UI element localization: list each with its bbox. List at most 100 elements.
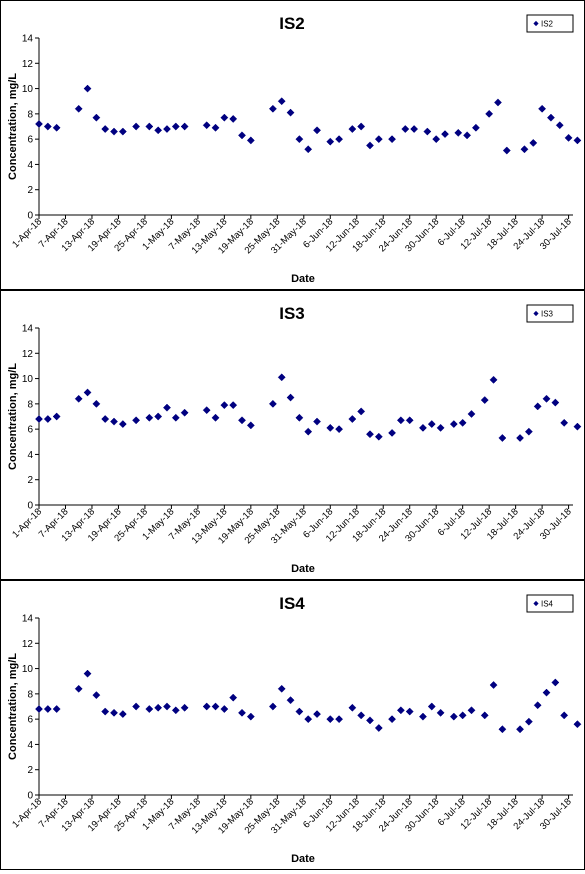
- data-point: [326, 715, 335, 724]
- data-point: [74, 684, 83, 693]
- y-tick-label: 6: [27, 715, 33, 726]
- data-point: [418, 423, 427, 432]
- data-point: [238, 416, 246, 425]
- data-point: [171, 413, 180, 422]
- data-point: [35, 415, 43, 423]
- data-point: [551, 678, 560, 687]
- data-point: [211, 413, 220, 422]
- data-point: [163, 702, 171, 711]
- data-point: [436, 423, 445, 432]
- y-tick-label: 10: [22, 84, 34, 95]
- data-point: [480, 396, 489, 405]
- data-point: [35, 705, 43, 713]
- data-point: [533, 402, 542, 411]
- chart-title: IS4: [279, 594, 305, 613]
- data-point: [220, 401, 229, 410]
- data-point: [458, 418, 467, 427]
- data-point: [132, 122, 141, 131]
- data-point: [304, 427, 313, 436]
- y-tick-label: 0: [27, 501, 33, 512]
- data-point: [74, 394, 83, 403]
- data-point: [92, 399, 101, 408]
- y-tick-label: 14: [22, 34, 34, 45]
- data-point: [533, 701, 542, 710]
- y-tick-label: 12: [22, 639, 34, 650]
- data-point: [489, 681, 498, 689]
- y-tick-label: 10: [22, 664, 34, 675]
- data-point: [295, 135, 304, 144]
- data-point: [348, 703, 357, 712]
- data-point: [202, 406, 211, 415]
- data-point: [573, 422, 582, 431]
- data-point: [277, 97, 286, 106]
- data-point: [335, 135, 344, 144]
- data-point: [471, 123, 480, 132]
- data-point: [229, 693, 238, 702]
- data-point: [295, 707, 304, 716]
- legend-box: [526, 594, 574, 613]
- data-point: [43, 705, 52, 713]
- data-point: [52, 123, 61, 132]
- data-point: [326, 423, 335, 432]
- data-point: [520, 145, 529, 154]
- data-point: [313, 710, 321, 719]
- data-point: [268, 399, 277, 408]
- data-point: [110, 417, 118, 426]
- data-point: [467, 706, 476, 715]
- data-point: [220, 113, 229, 122]
- data-point: [220, 705, 229, 713]
- y-axis-label: Concentration, mg/L: [7, 73, 19, 180]
- data-point: [313, 126, 321, 135]
- y-tick-label: 12: [22, 349, 34, 360]
- chart-title: IS3: [279, 304, 305, 323]
- data-point: [326, 137, 335, 146]
- data-point: [295, 413, 304, 422]
- data-point: [304, 145, 313, 154]
- data-point: [418, 712, 427, 721]
- data-point: [388, 428, 397, 437]
- data-point: [366, 430, 374, 439]
- data-point: [246, 712, 255, 721]
- data-point: [163, 125, 171, 133]
- chart-title: IS2: [279, 14, 305, 33]
- data-point: [335, 425, 344, 434]
- data-point: [92, 113, 101, 122]
- data-point: [357, 407, 366, 416]
- data-point: [132, 416, 141, 425]
- data-point: [374, 724, 383, 732]
- legend-label: IS3: [541, 310, 554, 319]
- chart-svg-is3: IS3024681012141-Apr-187-Apr-1813-Apr-181…: [7, 304, 582, 575]
- data-point: [427, 702, 436, 711]
- data-point: [436, 708, 445, 717]
- data-point: [573, 720, 582, 729]
- data-point: [388, 715, 397, 724]
- data-point: [573, 136, 582, 145]
- y-tick-label: 0: [27, 211, 33, 222]
- y-axis-label: Concentration, mg/L: [7, 653, 19, 760]
- data-point: [211, 702, 220, 711]
- data-point: [374, 135, 383, 144]
- data-point: [454, 128, 463, 137]
- data-point: [551, 398, 560, 407]
- data-point: [132, 702, 141, 711]
- y-tick-label: 6: [27, 135, 33, 146]
- legend-marker: [533, 600, 539, 607]
- data-point: [432, 135, 441, 144]
- legend-label: IS2: [541, 20, 554, 29]
- data-point: [374, 432, 383, 441]
- data-point: [405, 707, 414, 716]
- data-point: [449, 420, 458, 429]
- data-point: [202, 121, 211, 130]
- data-point: [560, 711, 569, 720]
- data-point: [154, 703, 163, 712]
- data-point: [145, 413, 154, 422]
- data-point: [335, 715, 344, 724]
- data-point: [35, 120, 43, 128]
- y-tick-label: 8: [27, 689, 33, 700]
- x-axis-label: Date: [291, 563, 315, 575]
- data-point: [502, 146, 511, 155]
- data-point: [118, 420, 127, 429]
- y-tick-label: 4: [27, 740, 33, 751]
- legend-box: [526, 304, 574, 323]
- data-point: [171, 122, 180, 131]
